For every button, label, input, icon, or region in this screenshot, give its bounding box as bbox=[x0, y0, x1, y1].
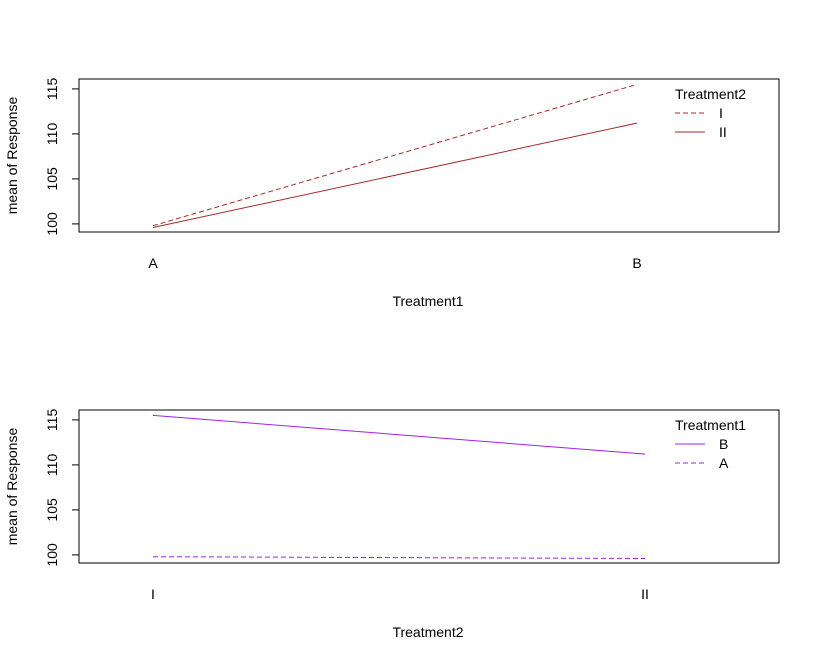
y-tick-label: 110 bbox=[44, 123, 60, 146]
legend-label: A bbox=[719, 455, 729, 471]
legend-label: B bbox=[719, 436, 728, 452]
y-axis-title: mean of Response bbox=[4, 97, 20, 215]
x-category-label: II bbox=[641, 586, 649, 602]
plot-frame bbox=[78, 78, 780, 233]
chart-panel-1: 100 105 110 115 mean of Response A B Treatment1… bbox=[4, 78, 780, 309]
y-tick-label: 110 bbox=[44, 454, 60, 477]
y-axis-title: mean of Response bbox=[4, 428, 20, 546]
legend-title: Treatment1 bbox=[675, 417, 746, 433]
x-axis-title: Treatment1 bbox=[392, 293, 463, 309]
legend-label: I bbox=[719, 105, 723, 121]
legend-label: II bbox=[719, 124, 727, 140]
x-category-label: I bbox=[151, 586, 155, 602]
series-line-I bbox=[152, 83, 638, 227]
x-category-label: A bbox=[148, 255, 158, 271]
y-tick-label: 115 bbox=[44, 78, 60, 101]
y-tick-label: 105 bbox=[44, 498, 60, 522]
x-category-label: B bbox=[632, 255, 641, 271]
series-line-II bbox=[152, 122, 638, 228]
x-axis-title: Treatment2 bbox=[392, 624, 463, 640]
series-line-B bbox=[152, 414, 646, 455]
legend-title: Treatment2 bbox=[675, 86, 746, 102]
y-tick-label: 100 bbox=[44, 543, 60, 567]
series-line-A bbox=[152, 556, 646, 559]
y-tick-label: 105 bbox=[44, 167, 60, 191]
y-tick-label: 115 bbox=[44, 409, 60, 432]
plot-frame bbox=[78, 409, 780, 564]
y-tick-label: 100 bbox=[44, 212, 60, 236]
